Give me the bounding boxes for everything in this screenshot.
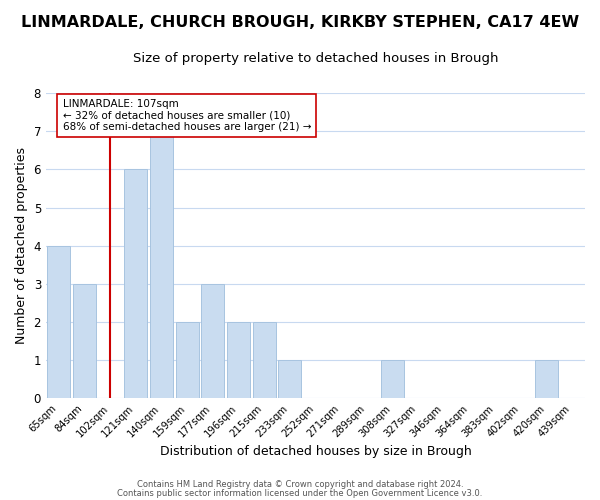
- Y-axis label: Number of detached properties: Number of detached properties: [15, 148, 28, 344]
- Bar: [201, 284, 224, 399]
- Bar: [535, 360, 558, 399]
- Title: Size of property relative to detached houses in Brough: Size of property relative to detached ho…: [133, 52, 498, 66]
- Bar: [381, 360, 404, 399]
- X-axis label: Distribution of detached houses by size in Brough: Distribution of detached houses by size …: [160, 444, 472, 458]
- Bar: [176, 322, 199, 398]
- Text: LINMARDALE: 107sqm
← 32% of detached houses are smaller (10)
68% of semi-detache: LINMARDALE: 107sqm ← 32% of detached hou…: [62, 99, 311, 132]
- Text: LINMARDALE, CHURCH BROUGH, KIRKBY STEPHEN, CA17 4EW: LINMARDALE, CHURCH BROUGH, KIRKBY STEPHE…: [21, 15, 579, 30]
- Text: Contains HM Land Registry data © Crown copyright and database right 2024.: Contains HM Land Registry data © Crown c…: [137, 480, 463, 489]
- Text: Contains public sector information licensed under the Open Government Licence v3: Contains public sector information licen…: [118, 490, 482, 498]
- Bar: [124, 170, 148, 398]
- Bar: [73, 284, 96, 399]
- Bar: [253, 322, 275, 398]
- Bar: [47, 246, 70, 398]
- Bar: [227, 322, 250, 398]
- Bar: [150, 131, 173, 398]
- Bar: [278, 360, 301, 399]
